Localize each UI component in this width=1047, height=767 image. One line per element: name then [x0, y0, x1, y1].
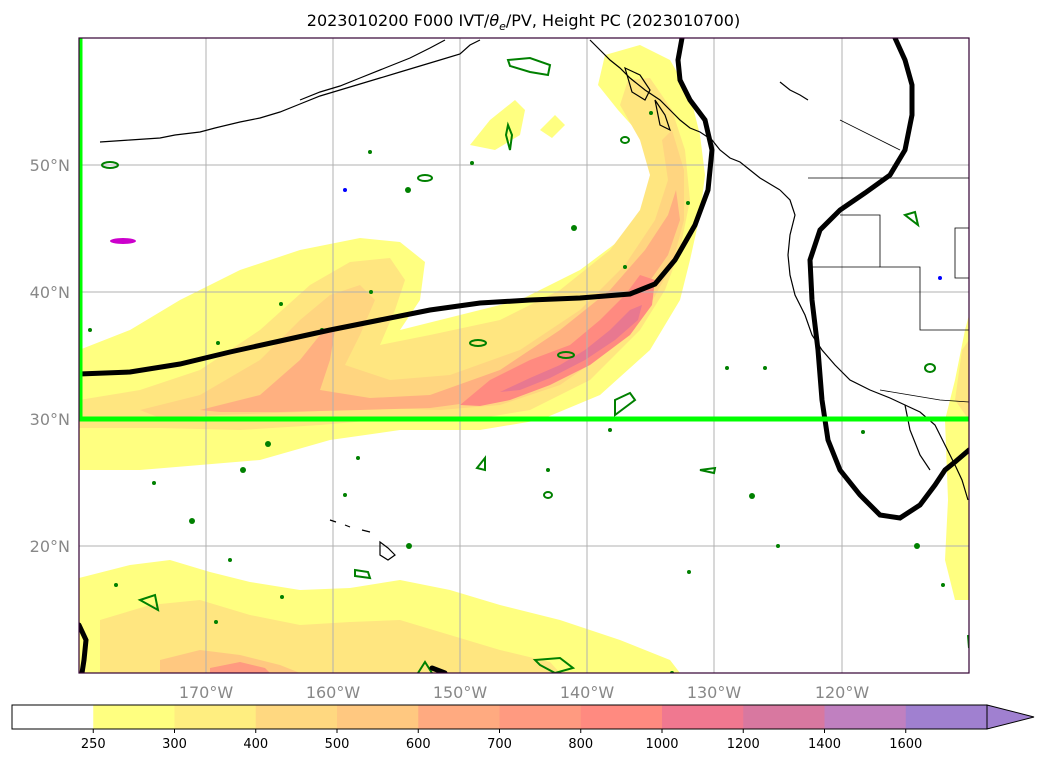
colorbar-swatch	[499, 705, 582, 729]
colorbar-swatch	[580, 705, 663, 729]
colorbar-tick-label: 1600	[889, 737, 922, 752]
lon-label: 160°W	[306, 683, 361, 702]
ivt-fill-blob-2	[540, 115, 565, 138]
colorbar-swatch	[12, 705, 94, 729]
ivt-fill-east-2	[955, 340, 969, 420]
colorbar-labels: 250 300 400 500 600 700 800 1000 1200 1400 1600	[81, 729, 922, 752]
colorbar-tick-label: 1000	[645, 737, 678, 752]
lat-label: 50°N	[30, 156, 70, 175]
ivt-fill-800	[460, 275, 655, 406]
lat-label: 30°N	[30, 410, 70, 429]
lon-label: 170°W	[179, 683, 234, 702]
height-contours	[79, 38, 969, 673]
lon-label: 150°W	[433, 683, 488, 702]
ivt-fill-south-700	[210, 662, 270, 673]
colorbar-tick-label: 500	[325, 737, 350, 752]
colorbar-swatch	[174, 705, 257, 729]
colorbar-swatch	[905, 705, 988, 729]
colorbar-swatches	[12, 705, 988, 729]
colorbar-tick-label: 700	[487, 737, 512, 752]
colorbar-tick-label: 400	[243, 737, 268, 752]
ivt-shading	[79, 45, 969, 673]
lon-label: 120°W	[815, 683, 870, 702]
colorbar-tick-label: 1400	[808, 737, 841, 752]
colorbar-swatch	[743, 705, 825, 729]
colorbar: 250 300 400 500 600 700 800 1000 1200 1400 1600	[11, 704, 1035, 752]
map-frame	[78, 37, 970, 674]
colorbar-extend-arrow	[986, 704, 1035, 730]
colorbar-tick-label: 800	[568, 737, 593, 752]
lat-label: 40°N	[30, 283, 70, 302]
colorbar-tick-label: 250	[81, 737, 106, 752]
coastlines	[99, 39, 969, 561]
colorbar-tick-label: 300	[162, 737, 187, 752]
lat-label: 20°N	[30, 537, 70, 556]
lon-label: 140°W	[560, 683, 615, 702]
colorbar-swatch	[93, 705, 175, 729]
colorbar-swatch	[824, 705, 907, 729]
longitude-labels: 170°W 160°W 150°W 140°W 130°W 120°W	[179, 683, 870, 702]
pv-contours	[101, 56, 969, 673]
colorbar-swatch	[255, 705, 338, 729]
ivt-fill-south-500	[160, 650, 300, 673]
theta-e-contour	[110, 238, 136, 244]
blue-dots	[343, 188, 942, 280]
colorbar-tick-label: 1200	[727, 737, 760, 752]
ivt-fill-1000	[500, 305, 642, 392]
region-box	[79, 38, 969, 422]
map-title: 2023010200 F000 IVT/θe/PV, Height PC (20…	[306, 11, 741, 34]
colorbar-tick-label: 600	[406, 737, 431, 752]
colorbar-swatch	[337, 705, 419, 729]
colorbar-swatch	[418, 705, 500, 729]
latitude-labels: 50°N 40°N 30°N 20°N	[30, 156, 70, 556]
colorbar-swatch	[662, 705, 744, 729]
lon-label: 130°W	[687, 683, 742, 702]
